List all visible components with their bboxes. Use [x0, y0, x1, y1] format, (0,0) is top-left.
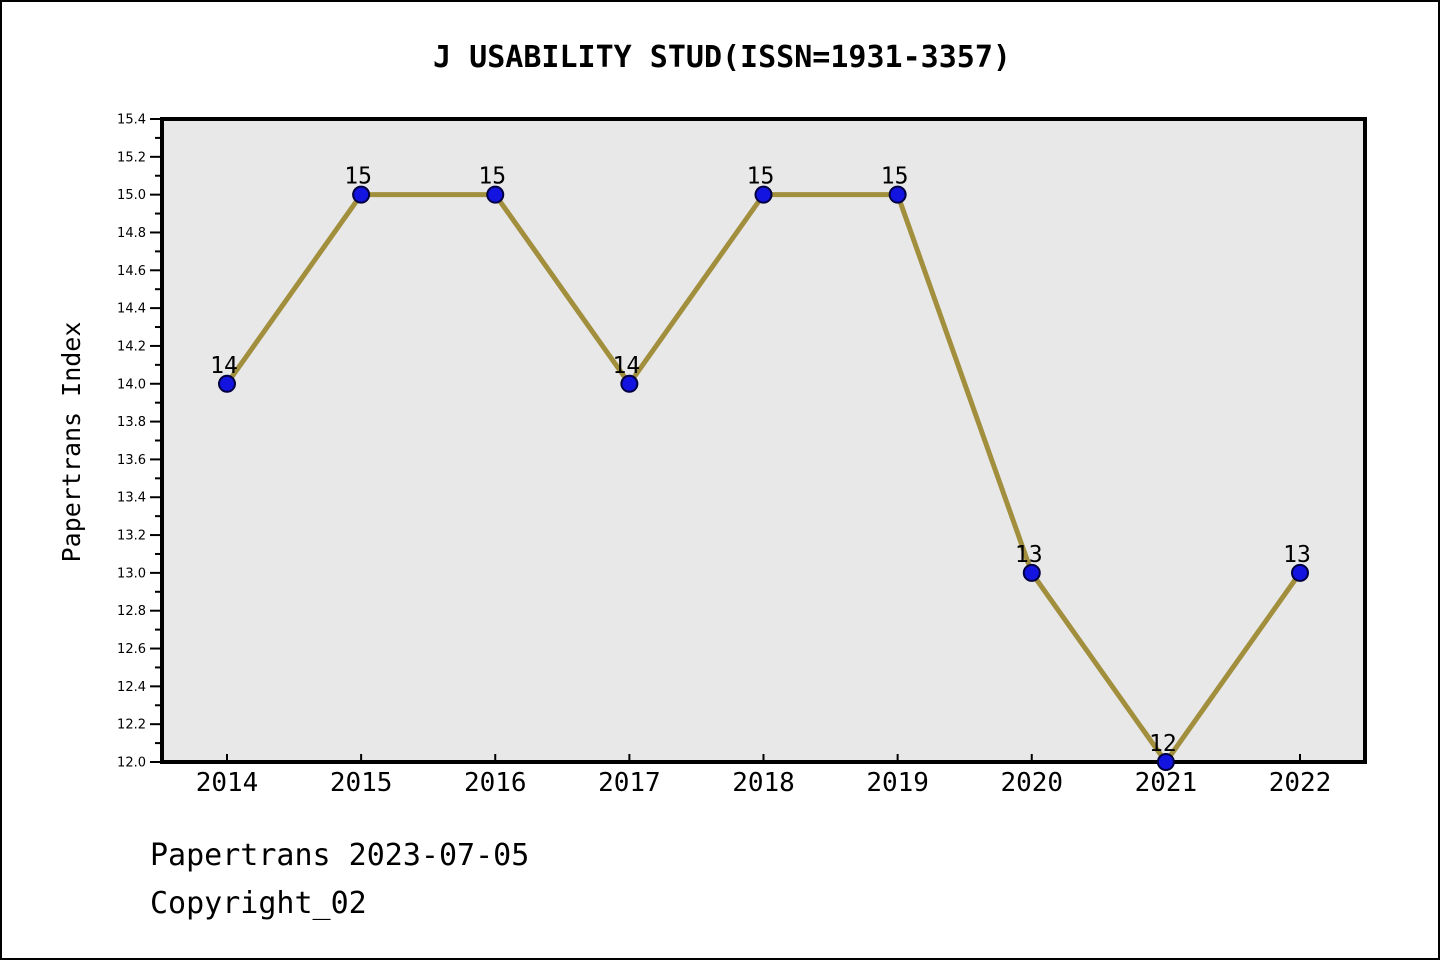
value-label: 13 — [1015, 542, 1043, 568]
data-point — [486, 185, 505, 204]
data-point — [1022, 563, 1041, 582]
data-point — [754, 185, 773, 204]
y-tick-label: 12.2 — [117, 718, 146, 733]
y-tick-label: 12.8 — [117, 604, 146, 619]
x-tick-label: 2021 — [1135, 768, 1198, 798]
value-label: 15 — [881, 164, 909, 190]
data-point — [1156, 753, 1175, 771]
data-point — [620, 374, 639, 393]
value-label: 14 — [613, 353, 641, 379]
y-tick-label: 14.8 — [117, 226, 146, 241]
value-label: 13 — [1283, 542, 1311, 568]
x-tick-label: 2014 — [196, 768, 259, 798]
x-tick-label: 2015 — [330, 768, 393, 798]
y-tick-label: 14.0 — [117, 377, 146, 392]
y-tick-label: 15.2 — [117, 150, 146, 165]
data-point — [352, 185, 371, 204]
y-tick-label: 12.4 — [117, 680, 146, 695]
y-tick-label: 13.0 — [117, 566, 146, 581]
x-tick-label: 2020 — [1000, 768, 1063, 798]
x-tick-label: 2017 — [598, 768, 661, 798]
plot-border — [160, 117, 1367, 764]
value-label: 15 — [344, 164, 372, 190]
x-tick-label: 2018 — [732, 768, 795, 798]
y-tick-label: 13.4 — [117, 491, 146, 506]
y-tick-label: 13.2 — [117, 529, 146, 544]
x-tick-label: 2022 — [1269, 768, 1332, 798]
y-tick-label: 12.6 — [117, 642, 146, 657]
plot-area — [162, 119, 1365, 762]
data-point — [888, 185, 907, 204]
y-tick-label: 13.6 — [117, 453, 146, 468]
y-tick-label: 12.0 — [117, 756, 146, 771]
y-tick-label: 15.0 — [117, 188, 146, 203]
value-label: 15 — [747, 164, 775, 190]
value-label: 15 — [478, 164, 506, 190]
y-tick-label: 14.4 — [117, 302, 146, 317]
value-label: 14 — [210, 353, 238, 379]
footer-source-date: Papertrans 2023-07-05 — [150, 838, 530, 873]
y-tick-label: 15.4 — [117, 113, 146, 128]
x-tick-label: 2016 — [464, 768, 527, 798]
y-tick-label: 14.2 — [117, 339, 146, 354]
data-point — [218, 374, 236, 393]
chart-title: J USABILITY STUD(ISSN=1931-3357) — [433, 40, 1011, 75]
data-point — [1291, 563, 1309, 582]
x-tick-label: 2019 — [866, 768, 929, 798]
footer-copyright: Copyright_02 — [150, 886, 367, 921]
y-tick-label: 13.8 — [117, 415, 146, 430]
value-label: 12 — [1149, 731, 1177, 757]
y-axis-title: Papertrans Index — [57, 322, 86, 563]
y-tick-label: 14.6 — [117, 264, 146, 279]
